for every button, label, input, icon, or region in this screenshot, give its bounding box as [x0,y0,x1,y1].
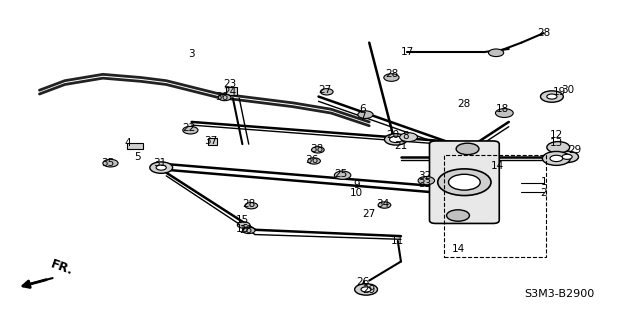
Text: 21: 21 [394,141,408,151]
Circle shape [542,151,570,165]
Circle shape [399,133,417,142]
Circle shape [311,147,324,153]
Circle shape [540,91,563,102]
Text: 6: 6 [359,104,366,114]
Circle shape [562,154,572,159]
Text: 33: 33 [419,180,432,189]
Text: 23: 23 [223,79,236,89]
Text: 11: 11 [391,236,404,246]
Text: 15: 15 [236,215,249,225]
Text: 38: 38 [310,144,323,154]
Text: 3: 3 [189,49,195,59]
Circle shape [385,134,407,145]
Text: FR.: FR. [49,258,75,278]
Circle shape [218,94,231,101]
Circle shape [418,177,434,185]
Text: 7: 7 [359,112,366,122]
Text: 36: 36 [306,155,318,165]
Circle shape [183,126,198,134]
Text: 32: 32 [419,172,432,181]
Text: 31: 31 [154,158,166,168]
Circle shape [308,158,320,164]
Circle shape [555,151,578,163]
Text: 25: 25 [334,169,347,179]
Text: 19: 19 [553,87,566,97]
Circle shape [438,169,491,196]
Text: 4: 4 [125,138,132,148]
Text: 12: 12 [550,130,563,140]
Text: 17: 17 [401,47,414,57]
Bar [226,87,238,95]
Circle shape [156,165,166,170]
Text: 36: 36 [215,92,229,101]
Text: 30: 30 [561,85,575,95]
Text: 1: 1 [540,177,547,187]
Circle shape [378,202,391,208]
Circle shape [384,74,399,81]
Text: 28: 28 [242,199,255,209]
Text: 10: 10 [350,188,363,198]
Circle shape [150,162,173,173]
Text: 26: 26 [356,277,369,287]
Text: 18: 18 [496,104,509,114]
Text: 20: 20 [386,130,399,140]
Circle shape [390,136,402,142]
Circle shape [238,222,250,228]
Circle shape [361,287,371,292]
Circle shape [358,111,373,118]
Text: 27: 27 [362,209,376,219]
Circle shape [547,142,569,153]
FancyBboxPatch shape [429,141,499,223]
Text: 14: 14 [452,244,464,254]
Bar [127,143,143,148]
Text: 28: 28 [458,100,471,109]
Text: 9: 9 [354,180,360,190]
Text: 37: 37 [204,136,217,146]
Circle shape [355,284,378,295]
Bar [208,138,217,145]
Circle shape [547,94,557,99]
Text: 13: 13 [550,138,563,148]
Text: 8: 8 [403,131,410,141]
Text: 5: 5 [134,152,141,162]
Circle shape [334,171,351,179]
Text: 35: 35 [101,158,115,168]
Text: 2: 2 [540,188,547,198]
Circle shape [448,174,480,190]
Text: 22: 22 [182,123,195,133]
Text: 14: 14 [490,161,504,171]
Text: 29: 29 [362,285,376,295]
Circle shape [550,155,562,162]
Bar [444,155,545,257]
Circle shape [447,210,469,221]
Text: 28: 28 [239,225,252,235]
Circle shape [496,108,513,117]
Text: 27: 27 [318,85,331,95]
Circle shape [489,49,504,57]
Text: 28: 28 [385,69,398,79]
Text: 24: 24 [223,87,236,97]
Circle shape [456,143,479,155]
Text: 34: 34 [376,199,390,209]
Circle shape [320,89,333,95]
Text: 29: 29 [569,146,582,156]
Circle shape [103,159,118,167]
Text: 28: 28 [537,28,550,38]
Circle shape [245,203,257,209]
Text: 16: 16 [236,224,249,234]
Text: S3M3-B2900: S3M3-B2900 [524,289,594,299]
Circle shape [243,227,255,234]
